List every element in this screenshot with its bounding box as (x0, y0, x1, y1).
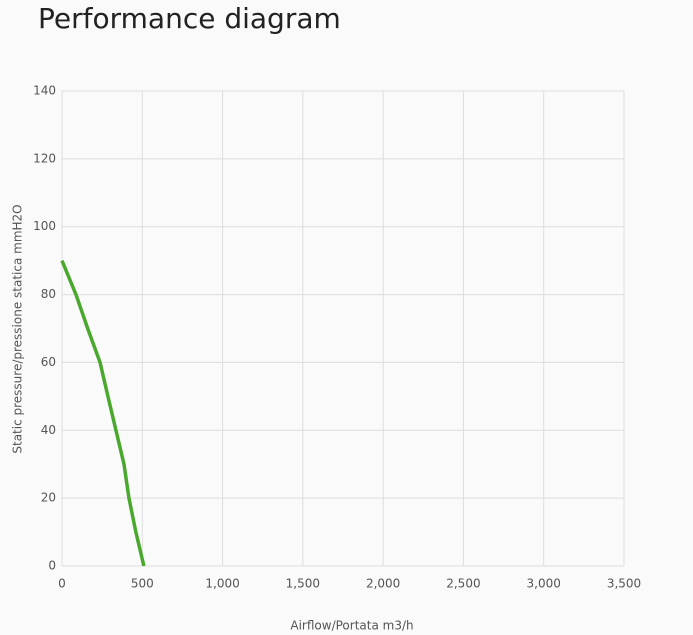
x-tick-label: 2,000 (366, 577, 400, 591)
x-tick-label: 1,000 (205, 577, 239, 591)
y-tick-label: 80 (41, 287, 56, 301)
x-tick-label: 500 (131, 577, 154, 591)
y-tick-label: 140 (33, 84, 56, 98)
y-tick-label: 100 (33, 219, 56, 233)
data-line (60, 259, 146, 567)
chart-title: Performance diagram (38, 2, 341, 35)
y-axis-label: Static pressure/pressione statica mmH2O (11, 204, 25, 453)
x-axis-label: Airflow/Portata m3/h (290, 619, 413, 633)
x-tick-label: 0 (58, 577, 66, 591)
y-tick-label: 120 (33, 151, 56, 165)
x-tick-label: 2,500 (446, 577, 480, 591)
y-tick-label: 40 (41, 423, 56, 437)
y-tick-label: 20 (41, 491, 56, 505)
x-tick-label: 3,000 (527, 577, 561, 591)
y-tick-label: 0 (48, 559, 56, 573)
x-tick-label: 3,500 (607, 577, 641, 591)
x-tick-label: 1,500 (286, 577, 320, 591)
y-tick-label: 60 (41, 355, 56, 369)
